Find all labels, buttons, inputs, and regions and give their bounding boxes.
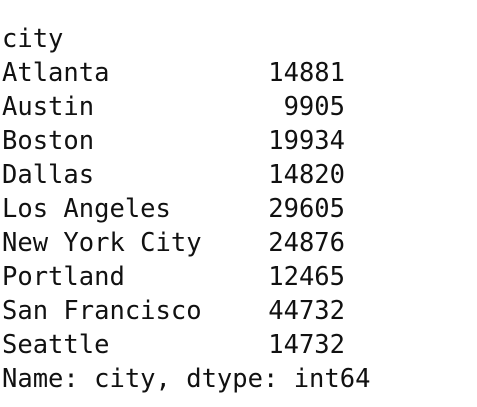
- row-value: 14881: [268, 58, 345, 88]
- output-lines: city Atlanta 14881 Austin 9905 Boston 19934 Da…: [2, 22, 402, 396]
- footer: Name: city, dtype: int64: [2, 364, 371, 394]
- row-label: Dallas: [2, 160, 95, 190]
- row-label: Los Angeles: [2, 194, 171, 224]
- row: Seattle 14732: [2, 328, 402, 362]
- row-label: Seattle: [2, 330, 110, 360]
- row-value: 44732: [268, 296, 345, 326]
- row: New York City 24876: [2, 226, 402, 260]
- row-value: 12465: [268, 262, 345, 292]
- row-value: 14732: [268, 330, 345, 360]
- row-value: 19934: [268, 126, 345, 156]
- row-value: 29605: [268, 194, 345, 224]
- row: Dallas 14820: [2, 158, 402, 192]
- row: Los Angeles 29605: [2, 192, 402, 226]
- row: Portland 12465: [2, 260, 402, 294]
- row: Atlanta 14881: [2, 56, 402, 90]
- row-label: Atlanta: [2, 58, 110, 88]
- row: Boston 19934: [2, 124, 402, 158]
- row-label: Boston: [2, 126, 95, 156]
- row-label: Portland: [2, 262, 125, 292]
- row: San Francisco 44732: [2, 294, 402, 328]
- row-value: 9905: [283, 92, 345, 122]
- row: Austin 9905: [2, 90, 402, 124]
- row-label: San Francisco: [2, 296, 202, 326]
- row-value: 14820: [268, 160, 345, 190]
- row-label: New York City: [2, 228, 202, 258]
- index-name: city: [2, 24, 64, 54]
- row-value: 24876: [268, 228, 345, 258]
- row-label: Austin: [2, 92, 95, 122]
